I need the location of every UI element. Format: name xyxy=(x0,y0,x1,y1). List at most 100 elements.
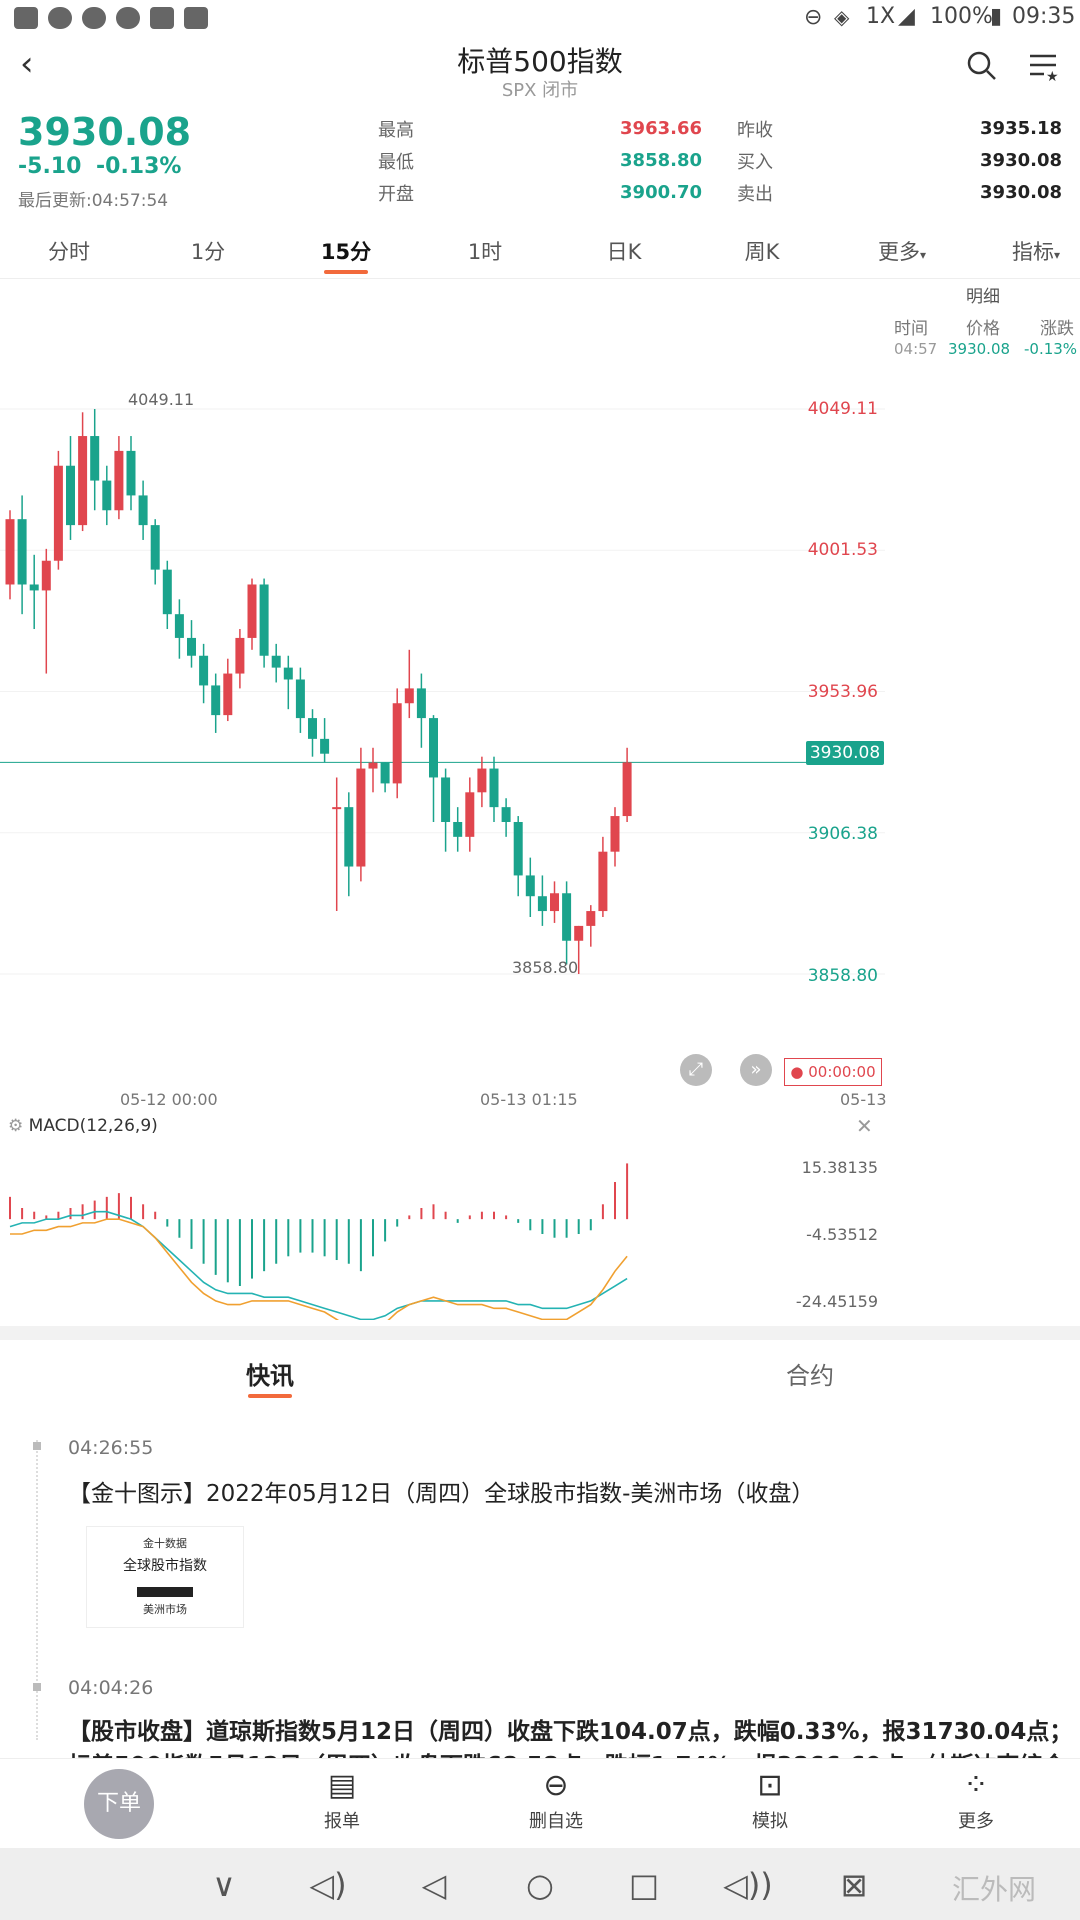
bid-label: 买入 xyxy=(737,152,773,173)
status-bar: ⊖ ◈ 1X ◢ 100% ▮ 09:35 xyxy=(0,0,1080,36)
high-label: 最高 xyxy=(378,120,414,141)
countdown-value: 00:00:00 xyxy=(808,1063,876,1081)
news-text-1[interactable]: 【金十图示】2022年05月12日（周四）全球股市指数-美洲市场（收盘） xyxy=(68,1481,815,1507)
menu-star-icon[interactable]: ★ xyxy=(1028,52,1060,86)
candle-body xyxy=(489,768,499,808)
candle-body xyxy=(574,925,584,941)
network-type: 1X xyxy=(866,4,896,29)
tab-news[interactable]: 快讯 xyxy=(246,1362,294,1390)
gamepad-icon: ⊡ xyxy=(757,1768,783,1803)
back-nav-icon[interactable]: ◁ xyxy=(421,1866,447,1904)
candlestick-chart[interactable] xyxy=(0,279,1080,1109)
tab-15min[interactable]: 15分 xyxy=(320,240,372,264)
candle-body xyxy=(392,703,402,784)
app-icon xyxy=(82,7,106,29)
ask-label: 卖出 xyxy=(737,184,773,205)
screenshot-icon[interactable]: ⊠ xyxy=(840,1866,868,1904)
nav-simulate-label: 模拟 xyxy=(752,1811,788,1832)
news-text-2[interactable]: 【股市收盘】道琼斯指数5月12日（周四）收盘下跌104.07点，跌幅0.33%，… xyxy=(68,1719,1073,1745)
recents-icon[interactable]: □ xyxy=(628,1866,660,1904)
section-divider xyxy=(0,1326,1080,1340)
candle-body xyxy=(150,525,160,570)
candle-body xyxy=(501,807,511,822)
candle-body xyxy=(259,584,269,656)
battery-percent: 100% xyxy=(930,4,993,29)
nav-more[interactable]: ⁘ 更多 xyxy=(926,1769,1026,1833)
candle-body xyxy=(404,688,414,704)
detail-row-price: 3930.08 xyxy=(948,340,1011,358)
candle-body xyxy=(537,896,547,912)
news-thumbnail[interactable]: 金十数据 全球股市指数 美洲市场 xyxy=(86,1526,244,1628)
order-button[interactable]: 下单 xyxy=(84,1769,154,1839)
thumb-bar xyxy=(137,1587,193,1597)
candle-body xyxy=(41,560,51,591)
back-icon[interactable]: ‹ xyxy=(20,44,34,84)
bid-value: 3930.08 xyxy=(980,150,1062,171)
timeline-dot xyxy=(33,1683,41,1691)
ask-value: 3930.08 xyxy=(980,182,1062,203)
detail-title: 明细 xyxy=(966,287,1000,307)
open-label: 开盘 xyxy=(378,184,414,205)
collapse-icon[interactable]: ∨ xyxy=(212,1866,236,1904)
signal-diamond-icon: ◈ xyxy=(834,5,850,29)
timeline-line xyxy=(36,1440,38,1740)
tab-indicators[interactable]: 指标▾ xyxy=(986,236,1080,266)
detail-header-time: 时间 xyxy=(894,319,928,339)
candle-body xyxy=(17,519,27,585)
header: ‹ 标普500指数 SPX 闭市 ★ xyxy=(0,36,1080,101)
tab-1hour[interactable]: 1时 xyxy=(467,240,503,264)
last-update: 最后更新:04:57:54 xyxy=(18,191,169,211)
tab-1min[interactable]: 1分 xyxy=(190,240,226,264)
candle-body xyxy=(332,807,342,810)
candle-body xyxy=(223,673,233,716)
thumb-sub: 美洲市场 xyxy=(143,1603,187,1616)
volume-up-icon[interactable]: ◁)) xyxy=(723,1866,773,1904)
bottom-nav: 下单 ▤ 报单 ⊖ 删自选 ⊡ 模拟 ⁘ 更多 xyxy=(0,1758,1080,1849)
detail-row-change: -0.13% xyxy=(1024,340,1078,358)
nav-report[interactable]: ▤ 报单 xyxy=(292,1769,392,1833)
timeframe-tabs: 分时 1分 15分 1时 日K 周K 更多▾ 指标▾ xyxy=(0,222,1080,279)
nav-report-label: 报单 xyxy=(324,1811,360,1832)
tab-indicators-label: 指标 xyxy=(1011,240,1054,264)
tab-more[interactable]: 更多▾ xyxy=(852,236,952,266)
home-icon[interactable]: ○ xyxy=(526,1866,554,1904)
candle-body xyxy=(356,768,366,867)
tab-daily[interactable]: 日K xyxy=(606,240,642,264)
detail-row-time: 04:57 xyxy=(894,340,938,358)
candle-body xyxy=(29,584,39,591)
macd-title: ⚙ MACD(12,26,9) xyxy=(8,1116,158,1136)
candle-body xyxy=(90,436,100,481)
candle-body xyxy=(199,655,209,686)
tab-contracts[interactable]: 合约 xyxy=(786,1362,834,1390)
candle-body xyxy=(586,911,596,926)
tab-weekly[interactable]: 周K xyxy=(744,240,780,264)
settings-icon[interactable]: ⚙ xyxy=(8,1116,24,1136)
candle-body xyxy=(211,685,221,716)
nav-simulate[interactable]: ⊡ 模拟 xyxy=(720,1769,820,1833)
candle-body xyxy=(465,792,475,837)
candle-body xyxy=(53,465,63,561)
search-icon[interactable] xyxy=(966,50,998,86)
candle-body xyxy=(102,480,112,511)
volume-down-icon[interactable]: ◁) xyxy=(309,1866,347,1904)
fast-forward-icon[interactable]: » xyxy=(740,1054,772,1086)
candle-body xyxy=(126,450,136,496)
prev-close-value: 3935.18 xyxy=(980,118,1062,139)
price-level-2: 4001.53 xyxy=(807,540,878,560)
candle-body xyxy=(283,667,293,680)
fullscreen-icon[interactable]: ⤢ xyxy=(680,1054,712,1086)
grid-icon: ⁘ xyxy=(963,1768,989,1803)
macd-dif-line xyxy=(9,1210,628,1320)
close-icon[interactable]: ✕ xyxy=(856,1114,873,1138)
thumb-title: 全球股市指数 xyxy=(123,1558,207,1574)
dnd-icon: ⊖ xyxy=(804,5,823,30)
nav-remove-label: 删自选 xyxy=(529,1811,583,1832)
price-level-5: 3858.80 xyxy=(807,966,878,986)
candle-body xyxy=(78,436,88,526)
page-title: 标普500指数 xyxy=(457,45,623,78)
candle-body xyxy=(235,637,245,674)
candle-body xyxy=(453,821,463,837)
nav-remove-watch[interactable]: ⊖ 删自选 xyxy=(506,1769,606,1833)
tab-fenshi[interactable]: 分时 xyxy=(48,240,90,264)
wechat-icon xyxy=(48,7,72,29)
